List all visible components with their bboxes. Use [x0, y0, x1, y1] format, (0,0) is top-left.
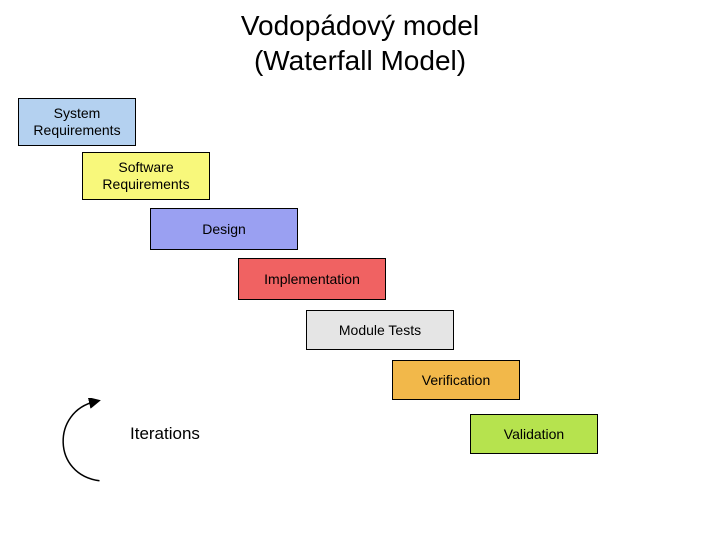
stage-box-6: Validation — [470, 414, 598, 454]
stage-box-5: Verification — [392, 360, 520, 400]
stage-label: Validation — [504, 426, 564, 442]
stage-label: Requirements — [102, 176, 189, 192]
stage-label: Requirements — [33, 122, 120, 138]
stage-label: Software — [118, 159, 173, 175]
stage-label: Implementation — [264, 271, 360, 287]
stage-box-1: SoftwareRequirements — [82, 152, 210, 200]
stage-box-0: SystemRequirements — [18, 98, 136, 146]
diagram-title: Vodopádový model (Waterfall Model) — [0, 0, 720, 78]
stage-box-4: Module Tests — [306, 310, 454, 350]
stage-box-3: Implementation — [238, 258, 386, 300]
stage-label: Verification — [422, 372, 490, 388]
stage-label: System — [54, 105, 101, 121]
stage-label: Design — [202, 221, 246, 237]
iterations-label: Iterations — [130, 424, 200, 444]
title-line-2: (Waterfall Model) — [254, 45, 466, 76]
iterations-arrow-icon — [50, 398, 140, 488]
stage-box-2: Design — [150, 208, 298, 250]
title-line-1: Vodopádový model — [241, 10, 479, 41]
stage-label: Module Tests — [339, 322, 421, 338]
